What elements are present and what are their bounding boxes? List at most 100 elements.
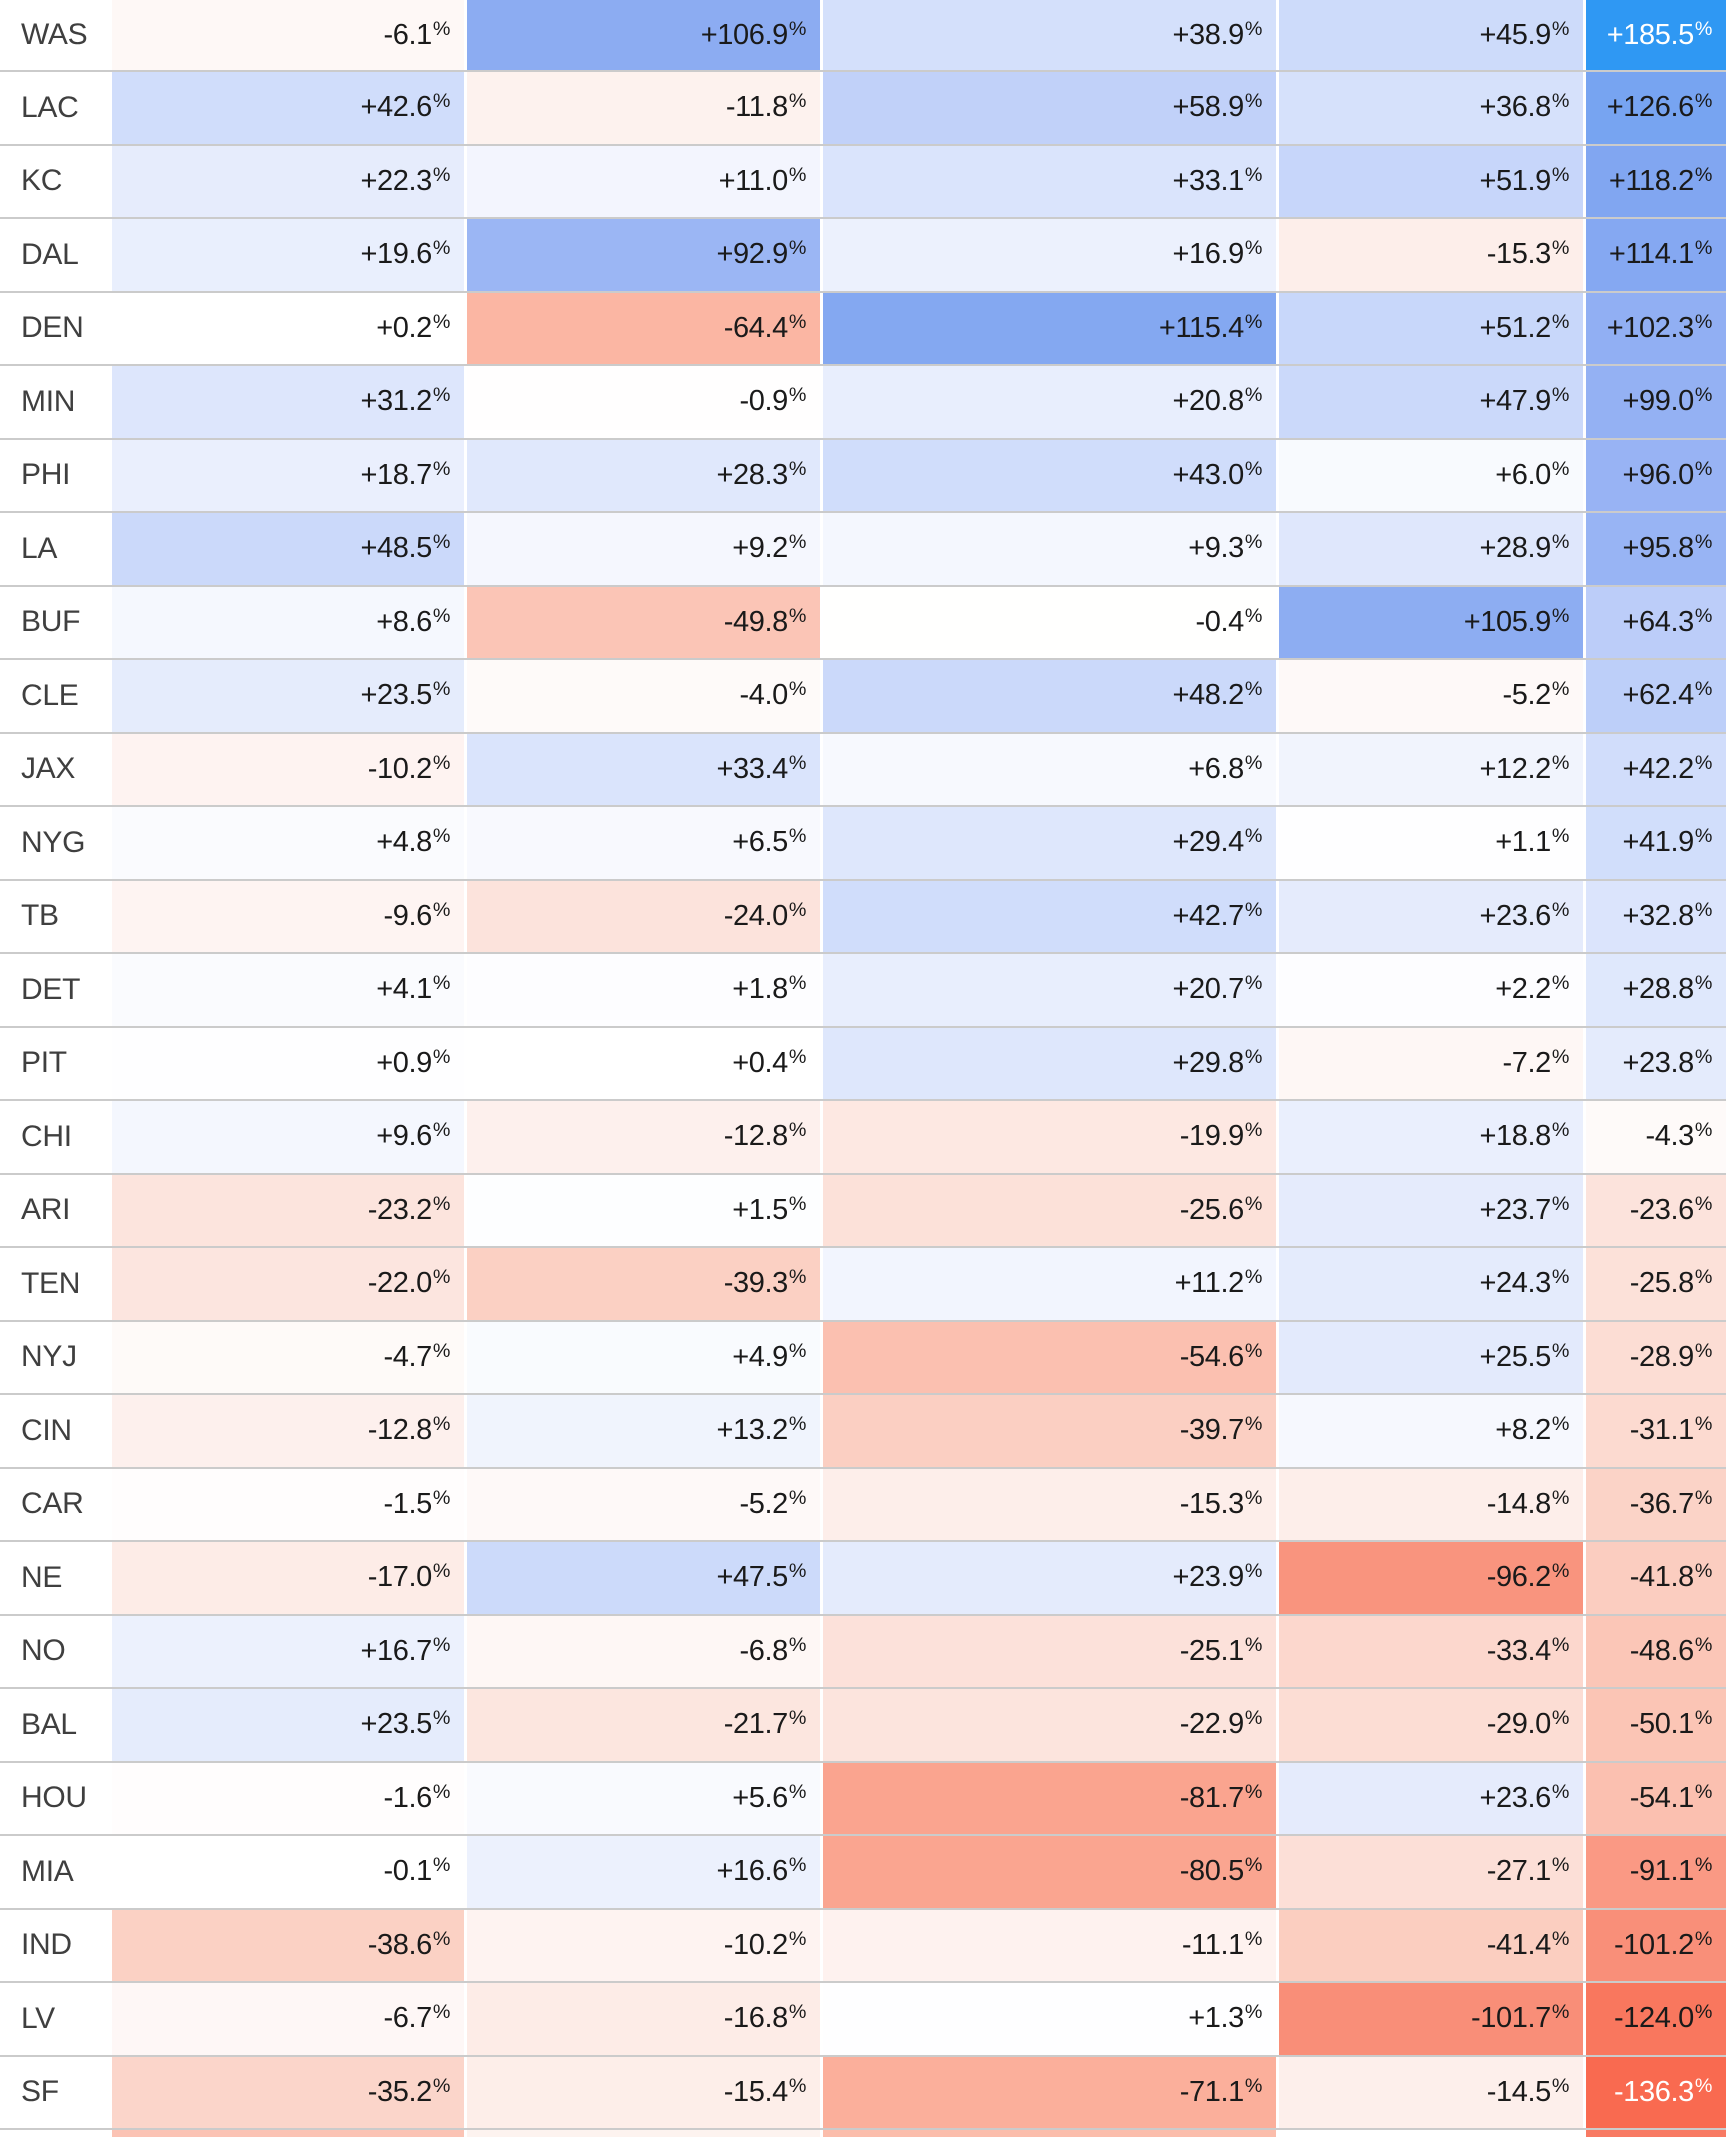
value-number: -33.4 [1486, 1634, 1552, 1667]
value-number: -54.1 [1629, 1781, 1695, 1814]
value-number: +0.9 [376, 1046, 432, 1079]
value-number: +47.9 [1479, 385, 1551, 418]
team-label: DEN [0, 292, 112, 364]
team-label: TB [0, 880, 112, 952]
value-number: +62.4 [1622, 679, 1694, 712]
value-number: -36.7 [1629, 1487, 1695, 1520]
value-number: -19.9 [1179, 1120, 1245, 1153]
value-number: +118.2 [1608, 164, 1694, 197]
percent-sign: % [1551, 1413, 1570, 1436]
value-number: -80.5 [1179, 1855, 1245, 1888]
value-cell: -49.8% [464, 586, 820, 658]
percent-sign: % [788, 310, 807, 333]
value-number: -71.1 [1179, 2075, 1245, 2108]
value-number: +126.6 [1606, 91, 1695, 124]
value-number: -15.3 [1486, 238, 1552, 271]
value-number: -101.7 [1471, 2002, 1551, 2035]
value-number: -16.8 [723, 2002, 789, 2035]
value-cell: +16.9% [820, 219, 1276, 291]
value-cell: +11.2% [820, 1248, 1276, 1320]
table-row: NO +16.7% -6.8% -25.1% -33.4% -48.6% [0, 1613, 1726, 1687]
percent-sign: % [788, 1045, 807, 1068]
value-number: +42.6 [360, 91, 432, 124]
value-number: +51.9 [1479, 164, 1551, 197]
team-label: TEN [0, 1248, 112, 1320]
value-cell: +4.8% [112, 807, 464, 879]
percent-sign: % [1244, 457, 1263, 480]
value-cell: -12.8% [112, 1395, 464, 1467]
table-row: TB -9.6% -24.0% +42.7% +23.6% +32.8% [0, 878, 1726, 952]
value-cell: +48.5% [112, 513, 464, 585]
value-number: -81.7 [1179, 1781, 1245, 1814]
percent-sign: % [1694, 1486, 1713, 1509]
value-cell: -11.1% [820, 1909, 1276, 1981]
value-cell: +115.4% [820, 292, 1276, 364]
value-cell: -124.0% [1583, 1983, 1726, 2055]
percent-sign: % [1551, 1266, 1570, 1289]
percent-sign: % [1244, 678, 1263, 701]
value-cell: +42.6% [112, 72, 464, 144]
value-number: +25.5 [1479, 1340, 1551, 1373]
percent-sign: % [432, 2001, 451, 2024]
value-number: +95.8 [1622, 532, 1694, 565]
percent-sign: % [1244, 1854, 1263, 1877]
value-number: -35.2 [367, 2075, 433, 2108]
percent-sign: % [432, 825, 451, 848]
table-row: MIN +31.2% -0.9% +20.8% +47.9% +99.0% [0, 364, 1726, 438]
value-cell: -22.0% [112, 1248, 464, 1320]
value-number: +41.9 [1622, 826, 1694, 859]
value-cell: +1.1% [1276, 807, 1583, 879]
value-cell: +20.7% [820, 954, 1276, 1026]
percent-sign: % [788, 17, 807, 40]
table-row: NE -17.0% +47.5% +23.9% -96.2% -41.8% [0, 1540, 1726, 1614]
team-label: CLE [0, 660, 112, 732]
value-cell: -17.0% [112, 1542, 464, 1614]
percent-sign: % [788, 2001, 807, 2024]
value-number: -4.0 [739, 679, 789, 712]
percent-sign: % [1244, 1119, 1263, 1142]
value-cell: -28.9% [1583, 1321, 1726, 1393]
percent-sign: % [432, 604, 451, 627]
value-cell: +1.8% [464, 954, 820, 1026]
value-number: +48.2 [1172, 679, 1244, 712]
team-label: NE [0, 1542, 112, 1614]
value-number: +23.6 [1479, 899, 1551, 932]
value-cell: +18.7% [112, 439, 464, 511]
value-cell: +23.8% [1583, 1027, 1726, 1099]
value-number: -0.4 [1195, 605, 1245, 638]
table-row: CHI +9.6% -12.8% -19.9% +18.8% -4.3% [0, 1099, 1726, 1173]
percent-sign: % [1694, 457, 1713, 480]
value-number: +115.4 [1158, 311, 1244, 344]
value-cell: -25.6% [820, 1174, 1276, 1246]
percent-sign: % [1244, 531, 1263, 554]
percent-sign: % [432, 310, 451, 333]
value-number: +0.4 [732, 1046, 788, 1079]
value-number: +19.6 [360, 238, 432, 271]
percent-sign: % [1551, 604, 1570, 627]
value-number: +4.1 [376, 973, 432, 1006]
table-row: SF -35.2% -15.4% -71.1% -14.5% -136.3% [0, 2054, 1726, 2128]
value-cell: -4.7% [112, 1321, 464, 1393]
value-number: +105.9 [1463, 605, 1552, 638]
value-cell: -0.4% [820, 586, 1276, 658]
value-cell [1583, 2130, 1726, 2137]
percent-sign: % [1694, 1045, 1713, 1068]
value-cell: -12.8% [464, 1101, 820, 1173]
value-cell: +23.5% [112, 1689, 464, 1761]
value-number: +99.0 [1622, 385, 1694, 418]
percent-sign: % [432, 1560, 451, 1583]
percent-sign: % [432, 457, 451, 480]
value-cell: -81.7% [820, 1762, 1276, 1834]
value-cell: +9.2% [464, 513, 820, 585]
value-number: +102.3 [1606, 311, 1695, 344]
value-number: +9.3 [1188, 532, 1244, 565]
value-cell: +92.9% [464, 219, 820, 291]
percent-sign: % [788, 1192, 807, 1215]
value-cell [112, 2130, 464, 2137]
percent-sign: % [1694, 2001, 1713, 2024]
value-number: -6.7 [383, 2002, 433, 2035]
percent-sign: % [1551, 237, 1570, 260]
value-number: +8.6 [376, 605, 432, 638]
value-number: -22.0 [367, 1267, 433, 1300]
value-cell: -0.9% [464, 366, 820, 438]
